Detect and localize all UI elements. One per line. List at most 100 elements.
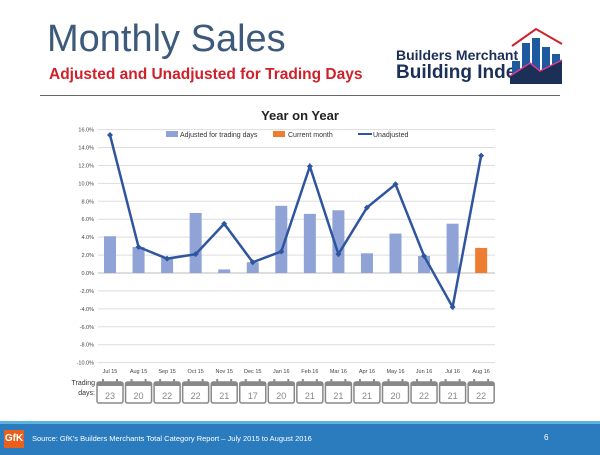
unadjusted-point — [135, 244, 142, 251]
y-tick-label: 14.0% — [78, 146, 94, 152]
y-tick-label: 0.0% — [81, 271, 94, 277]
calendar-day-icon: 17 — [239, 379, 267, 404]
x-tick-label: Dec 15 — [244, 369, 261, 375]
y-tick-label: 10.0% — [78, 181, 94, 187]
x-tick-label: Aug 16 — [472, 369, 489, 375]
trading-days-label-2: days: — [78, 390, 95, 397]
y-tick-label: -10.0% — [77, 361, 95, 367]
page-subtitle: Adjusted and Unadjusted for Trading Days — [49, 66, 363, 83]
bar-adjusted — [218, 269, 231, 273]
legend-swatch-adjusted — [166, 131, 178, 137]
bar-adjusted — [161, 257, 174, 273]
y-tick-label: 2.0% — [81, 253, 94, 259]
trading-days-value: 20 — [276, 391, 286, 401]
calendar-day-icon: 22 — [410, 379, 438, 404]
calendar-day-icon: 20 — [124, 379, 153, 404]
trading-days-value: 22 — [476, 391, 486, 401]
unadjusted-point — [421, 252, 428, 259]
unadjusted-point — [478, 152, 485, 159]
y-tick-label: -6.0% — [80, 325, 94, 331]
trading-days-value: 22 — [191, 391, 201, 401]
bar-adjusted — [246, 262, 259, 273]
bmbi-logo: Builders Merchant Building Index — [396, 26, 566, 86]
bar-adjusted — [132, 247, 145, 273]
bar-adjusted — [189, 212, 202, 273]
y-tick-label: -4.0% — [80, 307, 94, 313]
x-tick-label: Sep 15 — [158, 369, 175, 375]
trading-days-value: 17 — [248, 391, 258, 401]
unadjusted-point — [392, 181, 399, 188]
x-tick-label: Feb 16 — [301, 369, 318, 375]
legend: Adjusted for trading days Current month … — [166, 131, 409, 139]
trading-days-label-1: Trading — [72, 380, 96, 387]
bar-adjusted — [303, 213, 316, 273]
y-tick-label: 6.0% — [81, 217, 94, 223]
y-tick-label: -8.0% — [80, 343, 94, 349]
year-on-year-chart: Year on Year 16.0% 14.0% 12.0% 10.0% 8.0% 6.0… — [72, 108, 495, 404]
page-number: 6 — [544, 433, 549, 442]
x-tick-label: May 16 — [386, 369, 404, 375]
calendar-day-icon: 22 — [153, 379, 181, 404]
x-tick-label: Apr 16 — [359, 369, 375, 375]
y-tick-label: 4.0% — [81, 235, 94, 241]
x-tick-label: Mar 16 — [330, 369, 347, 375]
x-tick-label: Jul 16 — [445, 369, 460, 375]
trading-days-value: 23 — [105, 391, 115, 401]
calendar-day-icon: 21 — [324, 379, 353, 404]
x-tick-label: Nov 15 — [215, 369, 232, 375]
bar-adjusted — [332, 210, 345, 273]
trading-days-value: 21 — [333, 391, 343, 401]
unadjusted-point — [278, 248, 285, 255]
calendar-day-icon: 21 — [210, 379, 238, 404]
unadjusted-point — [363, 204, 370, 211]
bar-adjusted — [360, 253, 373, 273]
trading-days-value: 21 — [362, 391, 372, 401]
x-tick-label: Oct 15 — [188, 369, 204, 375]
x-tick-label: Jul 15 — [103, 369, 118, 375]
x-tick-label: Jan 16 — [273, 369, 290, 375]
gfk-logo: GfK — [4, 430, 24, 448]
bar-adjusted — [104, 236, 116, 273]
calendar-day-icon: 22 — [467, 379, 495, 404]
calendar-day-icon: 21 — [353, 379, 381, 404]
bar-adjusted — [446, 223, 459, 273]
legend-swatch-current — [273, 131, 285, 137]
unadjusted-point — [335, 251, 342, 258]
logo-graphic-icon — [510, 27, 563, 84]
trading-days-value: 21 — [219, 391, 229, 401]
y-tick-label: 8.0% — [81, 199, 94, 205]
calendar-day-icon: 20 — [267, 379, 296, 404]
unadjusted-line — [108, 134, 483, 311]
calendar-day-icon: 23 — [96, 379, 124, 404]
bar-current-month — [475, 247, 488, 273]
unadjusted-point — [306, 163, 313, 170]
legend-label-adjusted: Adjusted for trading days — [180, 132, 258, 139]
divider — [40, 95, 560, 96]
legend-label-current: Current month — [288, 132, 333, 139]
trading-days-value: 20 — [134, 391, 144, 401]
y-tick-label: -2.0% — [80, 289, 94, 295]
trading-days-value: 22 — [419, 391, 429, 401]
unadjusted-point — [221, 220, 228, 227]
calendar-day-icon: 21 — [438, 379, 467, 404]
trading-days-value: 20 — [390, 391, 400, 401]
unadjusted-point — [107, 131, 113, 138]
calendar-day-icon: 22 — [181, 379, 210, 404]
calendar-day-icon: 21 — [296, 379, 324, 404]
logo-line2: Building Index — [396, 62, 527, 83]
trading-days-value: 21 — [305, 391, 315, 401]
footer: GfK Source: GfK's Builders Merchants Tot… — [0, 421, 600, 455]
unadjusted-point — [164, 255, 171, 262]
y-tick-label: 16.0% — [78, 128, 94, 134]
trading-days-value: 22 — [162, 391, 172, 401]
unadjusted-point — [192, 251, 199, 258]
chart-title: Year on Year — [261, 108, 339, 123]
x-tick-label: Jun 16 — [416, 369, 433, 375]
x-tick-label: Aug 15 — [130, 369, 147, 375]
page-title: Monthly Sales — [47, 18, 286, 60]
unadjusted-point — [249, 259, 256, 266]
source-note: Source: GfK's Builders Merchants Total C… — [32, 434, 312, 443]
y-tick-label: 12.0% — [78, 163, 94, 169]
bar-adjusted — [389, 233, 402, 273]
legend-label-unadjusted: Unadjusted — [373, 132, 409, 139]
